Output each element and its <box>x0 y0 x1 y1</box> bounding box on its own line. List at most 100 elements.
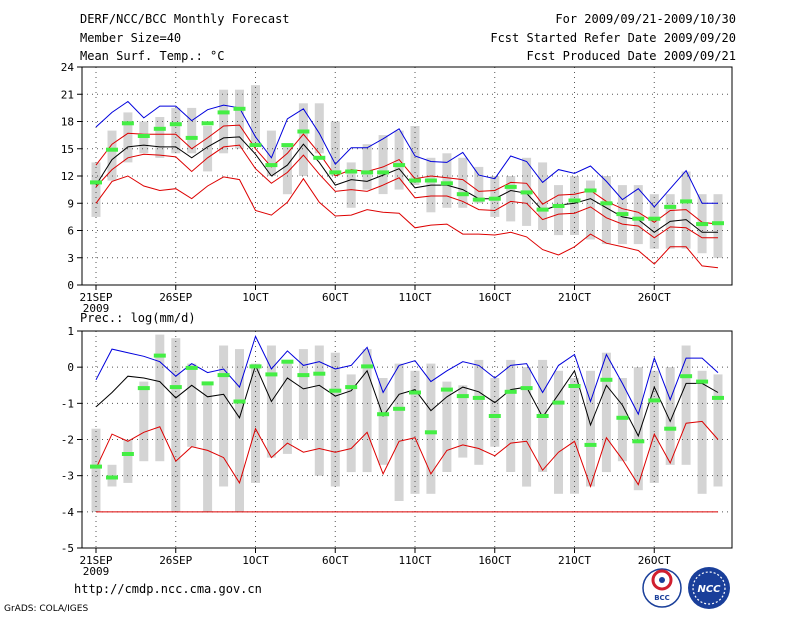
box-day-7 <box>187 107 197 154</box>
median-mark-day-28 <box>520 190 533 195</box>
median-mark-day-7 <box>185 135 198 140</box>
median-mark-day-16 <box>329 388 342 393</box>
ytick-label: 24 <box>61 61 75 74</box>
series-mean-line <box>95 136 718 233</box>
median-mark-day-5 <box>153 353 166 358</box>
produced-date: Fcst Produced Date 2009/09/21 <box>526 49 736 63</box>
median-mark-day-14 <box>297 129 310 134</box>
box-day-16 <box>330 121 340 176</box>
ncc-logo-disc <box>688 567 730 609</box>
xtick-label: 11OCT <box>398 291 431 304</box>
box-day-30 <box>554 185 563 236</box>
median-mark-day-39 <box>696 222 709 227</box>
median-mark-day-18 <box>361 170 374 175</box>
box-day-40 <box>713 374 723 487</box>
median-mark-day-33 <box>600 201 613 206</box>
box-day-16 <box>330 352 340 487</box>
box-day-15 <box>314 103 324 154</box>
median-mark-day-30 <box>552 204 565 208</box>
ytick-label: -3 <box>61 470 74 483</box>
box-day-25 <box>474 166 484 204</box>
median-mark-day-24 <box>456 394 469 399</box>
median-mark-day-29 <box>536 207 549 212</box>
ytick-label: -2 <box>61 434 74 447</box>
chart-title: DERF/NCC/BCC Monthly Forecast <box>80 12 290 26</box>
ytick-label: 21 <box>61 88 74 101</box>
box-day-23 <box>442 153 452 208</box>
box-day-23 <box>442 381 452 472</box>
median-mark-day-31 <box>568 384 581 388</box>
median-mark-day-2 <box>106 475 118 480</box>
box-day-37 <box>665 367 675 465</box>
median-mark-day-38 <box>680 199 693 204</box>
median-mark-day-14 <box>297 373 310 378</box>
median-mark-day-39 <box>696 379 709 384</box>
box-day-5 <box>155 334 165 462</box>
median-mark-day-16 <box>329 170 342 175</box>
median-mark-day-34 <box>616 212 629 217</box>
box-day-24 <box>458 157 468 208</box>
box-day-18 <box>362 349 372 473</box>
median-mark-day-12 <box>265 372 278 377</box>
xtick-label: 26SEP <box>159 554 192 567</box>
xtick-label: 6OCT <box>322 554 349 567</box>
median-mark-day-9 <box>217 110 230 115</box>
variable-label: Mean Surf. Temp.: °C <box>80 49 225 63</box>
xtick-label: 26SEP <box>159 291 192 304</box>
box-day-20 <box>394 363 404 501</box>
bcc-logo-swirl <box>651 569 673 591</box>
median-mark-day-13 <box>281 359 294 364</box>
ytick-label: 0 <box>67 361 74 374</box>
member-size-label: Member Size=40 <box>80 31 182 45</box>
xtick-label: 16OCT <box>478 291 511 304</box>
box-day-39 <box>697 370 707 494</box>
logos: BCC NCC <box>642 567 730 609</box>
plot-frame <box>81 66 733 286</box>
ncc-logo-text: NCC <box>697 584 721 595</box>
forecast-period: For 2009/09/21-2009/10/30 <box>555 12 736 26</box>
median-mark-day-20 <box>393 406 406 411</box>
xtick-label: 21SEP <box>79 554 112 567</box>
box-day-27 <box>506 176 516 222</box>
median-mark-day-27 <box>504 389 517 394</box>
box-day-11 <box>251 85 260 145</box>
median-mark-day-21 <box>409 390 421 395</box>
median-mark-day-15 <box>313 155 326 160</box>
median-mark-day-23 <box>440 181 453 186</box>
precip-panel-title: Prec.: log(mm/d) <box>80 311 196 325</box>
xtick-label: 26OCT <box>638 554 671 567</box>
box-day-9 <box>219 89 229 154</box>
bcc-logo: BCC <box>642 568 682 608</box>
series-red-upper-line <box>95 124 719 225</box>
median-mark-day-15 <box>313 371 326 376</box>
series-upper-line <box>95 335 719 416</box>
median-mark-day-2 <box>106 147 118 152</box>
box-day-30 <box>554 370 563 494</box>
xtick-label: 21SEP <box>79 291 112 304</box>
median-mark-day-18 <box>361 364 374 369</box>
median-mark-day-31 <box>568 198 581 203</box>
box-day-9 <box>219 345 229 487</box>
ncc-logo-ring <box>692 571 726 605</box>
median-mark-day-40 <box>712 395 724 400</box>
box-day-3 <box>123 112 133 163</box>
median-mark-day-1 <box>90 464 102 469</box>
source-url[interactable]: http://cmdp.ncc.cma.gov.cn <box>74 582 262 596</box>
box-day-22 <box>426 363 436 494</box>
box-day-26 <box>490 176 500 217</box>
box-day-33 <box>601 176 611 245</box>
xtick-label: 6OCT <box>322 291 349 304</box>
box-day-28 <box>522 367 532 487</box>
median-mark-day-11 <box>249 364 262 369</box>
xtick-label: 16OCT <box>478 554 511 567</box>
median-mark-day-6 <box>169 385 182 390</box>
median-mark-day-23 <box>440 387 453 392</box>
median-mark-day-6 <box>169 122 182 127</box>
box-day-40 <box>713 194 723 258</box>
median-mark-day-26 <box>488 414 501 418</box>
median-mark-day-25 <box>472 197 485 202</box>
median-mark-day-7 <box>185 365 198 370</box>
median-mark-day-20 <box>393 163 406 168</box>
box-day-13 <box>282 359 292 454</box>
